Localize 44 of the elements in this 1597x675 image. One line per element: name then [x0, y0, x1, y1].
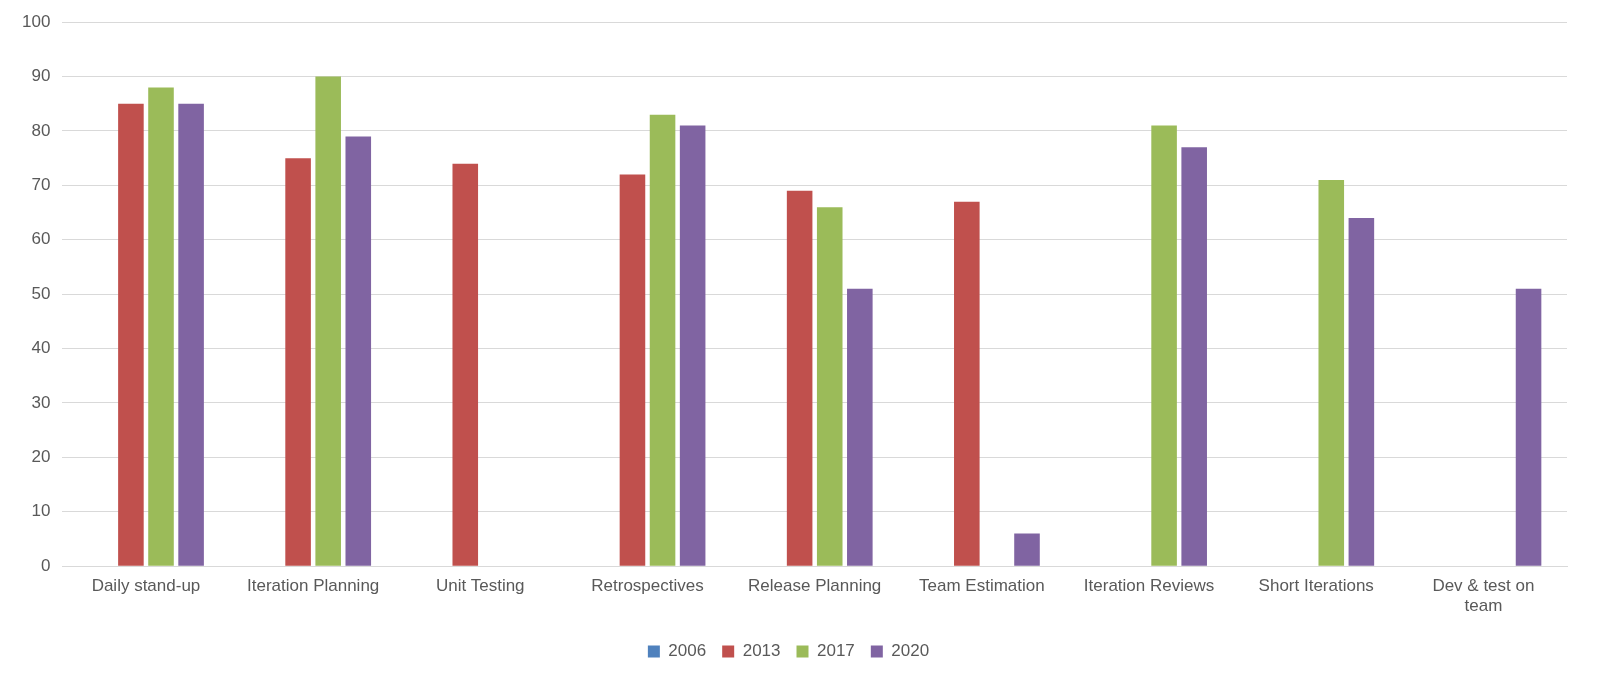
bar — [1318, 179, 1345, 566]
x-tick-label: Team Estimation — [919, 576, 1045, 596]
bar — [679, 125, 706, 566]
y-tick-label: 0 — [40, 555, 51, 575]
bar — [1515, 288, 1542, 566]
y-tick-label: 80 — [31, 120, 51, 140]
x-tick-label: Release Planning — [748, 576, 882, 596]
y-tick-label: 10 — [31, 501, 51, 521]
bar — [786, 190, 813, 566]
bar — [285, 158, 311, 566]
bar — [315, 76, 341, 566]
legend-label: 2017 — [817, 641, 855, 661]
bar — [452, 163, 479, 566]
bar — [1181, 147, 1207, 566]
bar — [178, 103, 204, 566]
y-tick-label: 20 — [31, 447, 51, 467]
x-tick-label: Retrospectives — [591, 576, 704, 596]
x-tick-label: Short Iterations — [1258, 576, 1374, 596]
bar — [1348, 218, 1375, 566]
y-tick-label: 100 — [21, 11, 51, 31]
legend-label: 2013 — [742, 641, 781, 661]
bar — [619, 174, 646, 566]
x-tick-label: Unit Testing — [436, 576, 525, 596]
legend-label: 2006 — [668, 641, 707, 661]
x-tick-label: Iteration Planning — [246, 576, 380, 596]
x-tick-label: Dev & test on team — [1432, 576, 1535, 616]
bar — [847, 288, 873, 566]
y-tick-label: 50 — [31, 283, 51, 303]
y-tick-label: 60 — [31, 229, 51, 249]
bar — [345, 136, 372, 566]
legend-label: 2020 — [891, 641, 930, 661]
y-tick-label: 40 — [31, 338, 51, 358]
bar — [148, 87, 174, 566]
y-tick-label: 30 — [31, 392, 51, 412]
bar — [649, 114, 676, 566]
bar — [954, 201, 980, 566]
bar — [1014, 533, 1040, 566]
bar — [118, 103, 144, 566]
bar — [1151, 125, 1177, 566]
x-tick-label: Daily stand-up — [91, 576, 201, 596]
y-tick-label: 90 — [31, 66, 51, 86]
bar — [816, 207, 843, 566]
y-tick-label: 70 — [31, 175, 51, 195]
x-tick-label: Iteration Reviews — [1083, 576, 1215, 596]
